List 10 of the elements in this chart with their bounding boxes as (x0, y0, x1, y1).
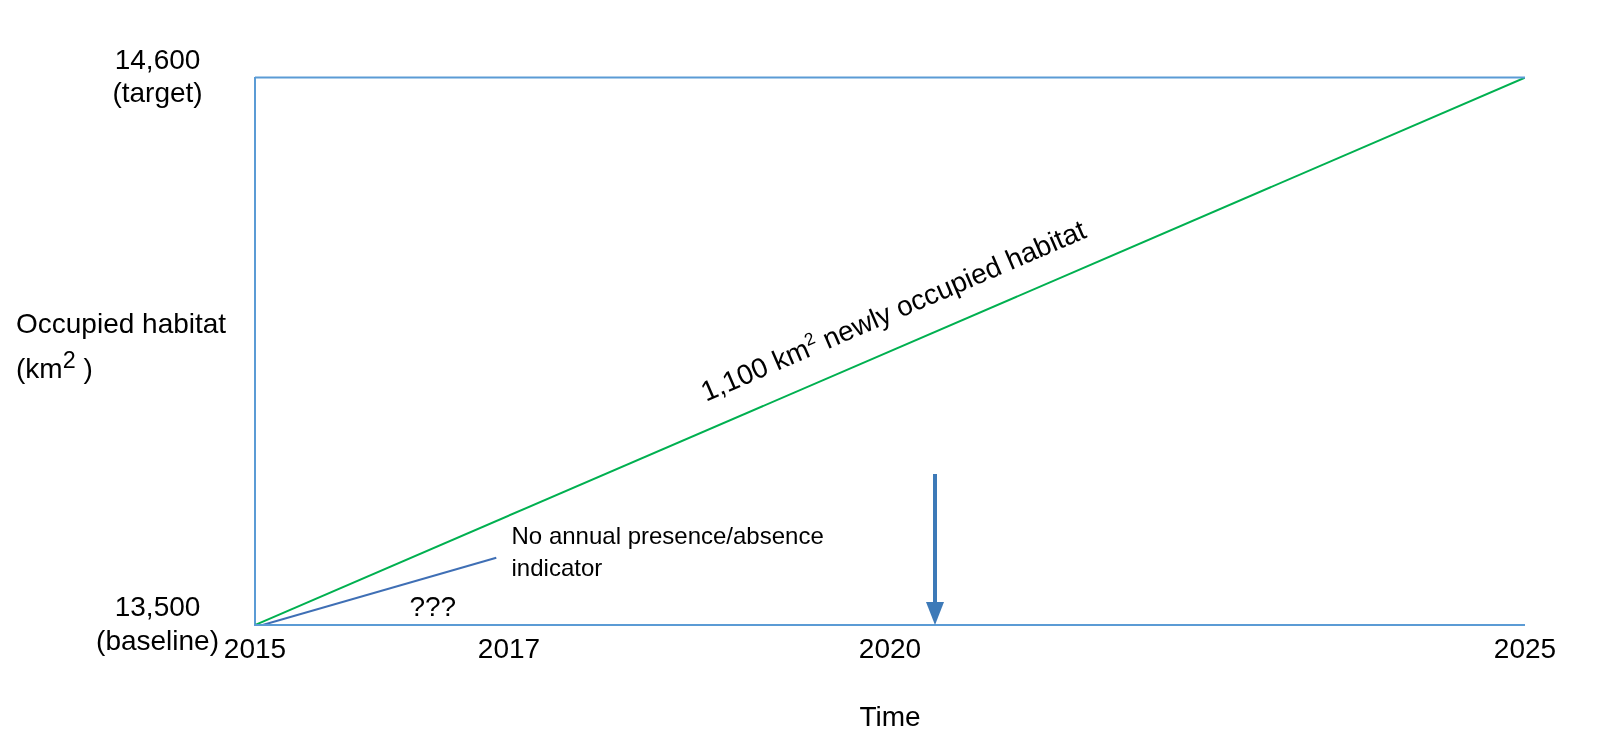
y-tick-label: 13,500 (baseline) (96, 590, 219, 656)
x-tick-label: 2017 (477, 632, 541, 664)
y-axis-title: Occupied habitat (km$^{2}$ ) (16, 307, 228, 387)
annotation: ??? (409, 590, 457, 622)
x-tick-label: 2025 (1493, 632, 1557, 664)
x-tick-label: 2015 (223, 632, 287, 664)
y-tick-label: 14,600 (target) (112, 43, 203, 109)
x-tick-label: 2020 (858, 632, 922, 664)
x-axis-title: Time (859, 700, 921, 732)
annotation: No annual presence/absence indicator (511, 522, 824, 582)
